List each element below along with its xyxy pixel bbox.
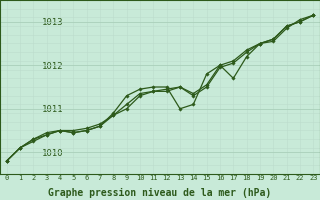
Text: Graphe pression niveau de la mer (hPa): Graphe pression niveau de la mer (hPa) — [48, 188, 272, 198]
